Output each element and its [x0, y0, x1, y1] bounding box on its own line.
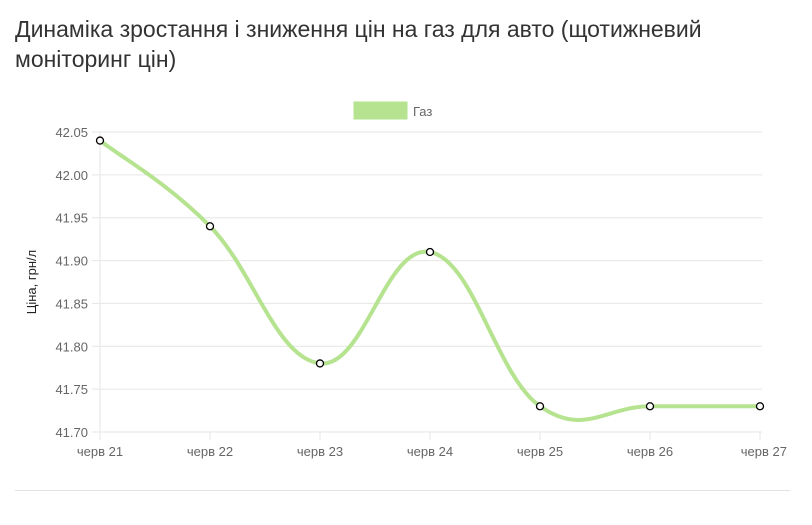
y-tick-label: 41.70 — [55, 425, 88, 440]
x-tick-label: черв 26 — [627, 444, 673, 459]
data-point[interactable] — [645, 402, 655, 411]
x-tick-label: черв 25 — [517, 444, 563, 459]
x-tick-label: черв 21 — [77, 444, 123, 459]
legend[interactable]: Газ — [353, 101, 432, 120]
data-point[interactable] — [315, 359, 325, 368]
x-tick-label: черв 27 — [741, 444, 787, 459]
data-point[interactable] — [205, 222, 215, 231]
data-point[interactable] — [755, 402, 765, 411]
data-point[interactable] — [95, 136, 105, 145]
chart-title: Динаміка зростання і зниження цін на газ… — [15, 16, 702, 72]
y-tick-label: 41.90 — [55, 254, 88, 269]
y-axis-ticks: 41.70 41.75 41.80 41.85 41.90 41.95 42.00 42.05 — [55, 125, 88, 440]
x-tick-label: черв 23 — [297, 444, 343, 459]
x-axis-ticks: черв 21 черв 22 черв 23 черв 24 черв 25 черв … — [77, 444, 787, 459]
series-layer — [95, 136, 765, 422]
y-tick-label: 41.75 — [55, 382, 88, 397]
data-point[interactable] — [535, 402, 545, 411]
legend-swatch[interactable] — [353, 101, 408, 120]
x-tick-label: черв 24 — [407, 444, 453, 459]
y-tick-label: 42.00 — [55, 168, 88, 183]
legend-label[interactable]: Газ — [413, 104, 432, 119]
grid-lines — [92, 131, 762, 440]
y-tick-label: 42.05 — [55, 125, 88, 140]
divider — [15, 490, 790, 491]
series-line — [98, 138, 762, 422]
y-tick-label: 41.95 — [55, 211, 88, 226]
y-axis-label: Ціна, грн/л — [24, 250, 39, 315]
data-point[interactable] — [425, 247, 435, 257]
y-tick-label: 41.85 — [55, 296, 88, 311]
y-tick-label: 41.80 — [55, 339, 88, 354]
x-tick-label: черв 22 — [187, 444, 233, 459]
